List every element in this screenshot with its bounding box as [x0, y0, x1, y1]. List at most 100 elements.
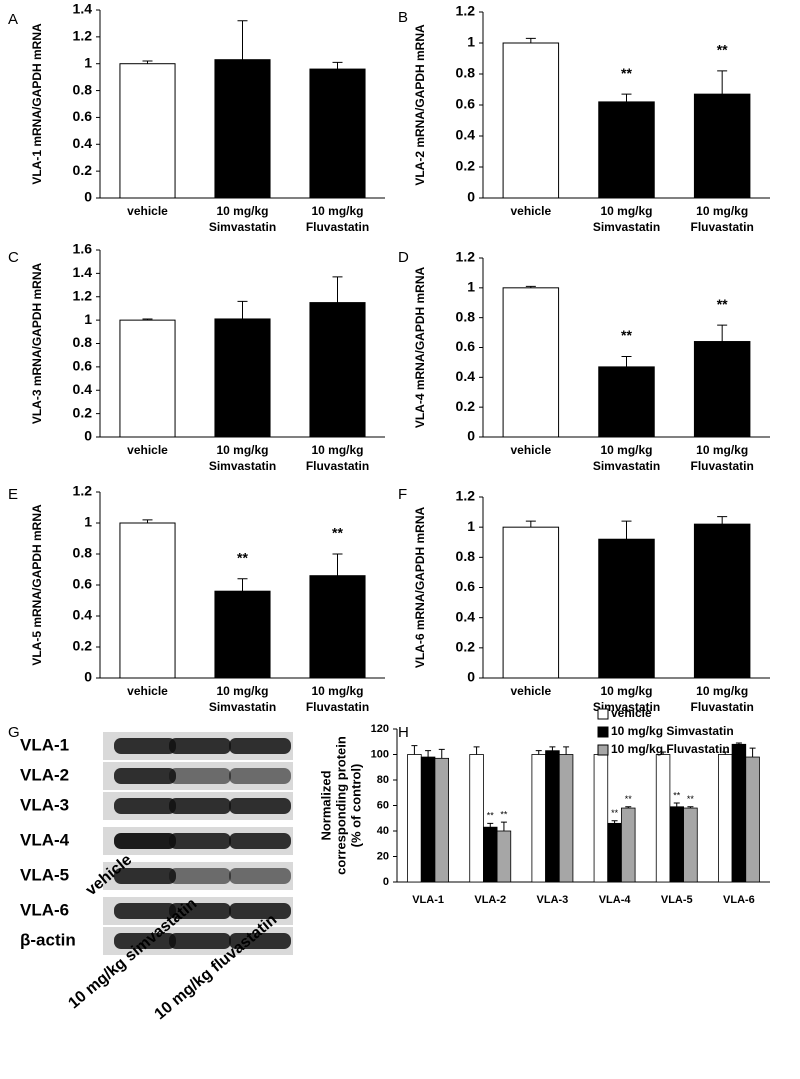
x-tick-label: 10 mg/kg [600, 443, 652, 457]
y-axis-label: VLA-5 mRNA/GAPDH mRNA [30, 504, 44, 666]
panel-label: E [8, 486, 18, 503]
y-tick-label: 1.4 [73, 264, 93, 280]
bar [119, 319, 176, 438]
bar [309, 302, 366, 438]
y-tick-label: 0.8 [456, 548, 476, 564]
blot-row-label: VLA-2 [20, 765, 69, 784]
y-tick-label: 1 [467, 518, 475, 534]
y-axis-label: VLA-4 mRNA/GAPDH mRNA [413, 266, 427, 428]
y-axis-label: VLA-6 mRNA/GAPDH mRNA [413, 506, 427, 668]
significance-label: ** [237, 550, 248, 566]
blot-band [169, 933, 231, 949]
blot-band [114, 798, 176, 814]
blot-row-label: VLA-6 [20, 900, 69, 919]
y-tick-label: 0 [84, 669, 92, 685]
error-bar [625, 806, 632, 809]
error-bar [611, 820, 618, 824]
y-tick-label: 0.6 [456, 338, 476, 354]
bar [598, 366, 655, 438]
blot-band [169, 833, 231, 849]
blot-row-label: β-actin [20, 930, 76, 949]
error-bar [142, 318, 153, 321]
y-axis-label: Normalized [318, 770, 333, 840]
panel-label: C [8, 249, 19, 266]
x-tick-label: 10 mg/kg [216, 204, 268, 218]
y-tick-label: 1.2 [456, 488, 476, 504]
y-tick-label: 0.2 [456, 158, 476, 174]
y-axis-label: VLA-2 mRNA/GAPDH mRNA [413, 24, 427, 186]
bar [214, 590, 271, 679]
y-tick-label: 60 [377, 799, 389, 811]
y-tick-label: 0.4 [456, 608, 476, 624]
error-bar [142, 60, 153, 64]
error-bar [438, 748, 445, 759]
y-tick-label: 0.4 [456, 368, 476, 384]
y-tick-label: 40 [377, 825, 389, 837]
y-tick-label: 0.6 [73, 108, 93, 124]
error-bar [621, 520, 632, 540]
blot-band [229, 833, 291, 849]
error-bar [332, 61, 343, 70]
legend-swatch [597, 708, 609, 720]
bar [598, 538, 655, 679]
bar [545, 750, 560, 883]
y-tick-label: 1.6 [73, 241, 93, 257]
y-tick-label: 0.4 [73, 135, 93, 151]
error-bar [237, 300, 248, 319]
error-bar [332, 276, 343, 303]
legend-label: vehicle [611, 706, 652, 720]
bar [469, 754, 484, 883]
significance-label: ** [500, 809, 508, 819]
y-tick-label: 1.4 [73, 1, 93, 17]
x-tick-label: 10 mg/kg [600, 684, 652, 698]
y-tick-label: 120 [371, 723, 389, 735]
bar [558, 754, 574, 883]
error-bar [237, 20, 248, 60]
x-tick-label: 10 mg/kg [216, 443, 268, 457]
panel-label: H [398, 724, 409, 741]
bar [745, 756, 760, 883]
y-tick-label: 0.2 [456, 639, 476, 655]
bar [669, 806, 684, 883]
error-bar [473, 746, 480, 755]
y-axis-label: (% of control) [348, 764, 363, 848]
y-tick-label: 1 [467, 34, 475, 50]
x-tick-label: Simvastatin [593, 220, 660, 234]
x-tick-label: 10 mg/kg [311, 204, 363, 218]
panel-label: F [398, 486, 407, 503]
x-tick-label: Simvastatin [593, 459, 660, 473]
error-bar [660, 751, 667, 755]
error-bar [525, 520, 536, 528]
x-tick-label: 10 mg/kg [600, 204, 652, 218]
y-tick-label: 0.6 [73, 358, 93, 374]
blot-row-label: VLA-5 [20, 865, 69, 884]
bar [683, 807, 698, 883]
blot-band [169, 903, 231, 919]
bar [434, 757, 449, 883]
x-tick-label: Fluvastatin [306, 700, 369, 714]
bar [502, 526, 560, 679]
significance-label: ** [611, 808, 619, 818]
blot-row-label: VLA-1 [20, 735, 69, 754]
y-tick-label: 1.2 [73, 287, 93, 303]
bar [718, 754, 733, 883]
y-axis-label: VLA-3 mRNA/GAPDH mRNA [30, 262, 44, 424]
bar [496, 830, 512, 883]
error-bar [425, 750, 432, 758]
bar [598, 101, 655, 199]
legend-label: 10 mg/kg Simvastatin [611, 724, 734, 738]
x-tick-label: Fluvastatin [690, 700, 753, 714]
error-bar [673, 802, 680, 807]
y-tick-label: 1.2 [73, 28, 93, 44]
y-tick-label: 0.4 [73, 607, 93, 623]
error-bar [525, 37, 536, 43]
bar [119, 522, 176, 679]
x-tick-label: vehicle [510, 204, 551, 218]
blot-band [169, 798, 231, 814]
y-tick-label: 0.6 [456, 578, 476, 594]
bar [693, 523, 751, 679]
x-tick-label: 10 mg/kg [696, 443, 748, 457]
y-tick-label: 0.2 [73, 638, 93, 654]
error-bar [411, 745, 418, 755]
